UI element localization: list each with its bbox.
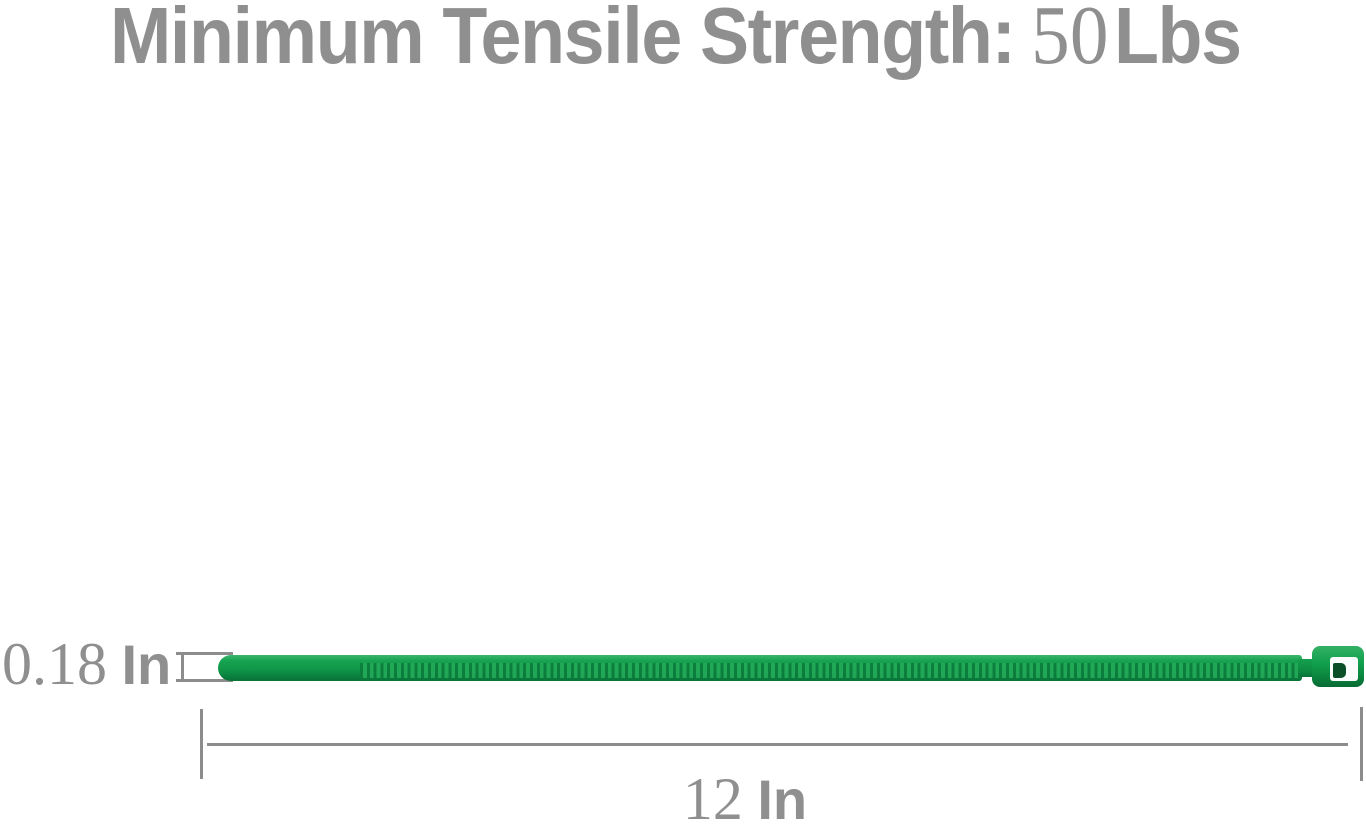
width-bracket-tick: [181, 655, 184, 679]
length-dimension-line: [207, 743, 1348, 746]
width-bracket-bottom-line: [176, 679, 233, 682]
cable-tie-locking-pawl: [1333, 663, 1346, 678]
length-value: 12: [682, 766, 743, 832]
tensile-strength-value: 50: [1031, 0, 1109, 82]
cable-tie-head-slot: [1330, 657, 1358, 681]
tensile-strength-label: Minimum Tensile Strength:: [110, 0, 1016, 80]
length-dimension-right-tick: [1360, 707, 1363, 781]
cable-tie-head: [1312, 646, 1364, 687]
width-dimension-label: 0.18 In: [2, 634, 171, 694]
width-value: 0.18: [2, 631, 107, 697]
tensile-strength-unit: Lbs: [1113, 0, 1242, 80]
width-bracket-top-line: [176, 652, 233, 655]
cable-tie-serrations: [360, 663, 1298, 678]
cable-tie-strap: [218, 655, 1302, 681]
length-dimension-label: 12 In: [595, 769, 895, 829]
length-dimension-left-tick: [200, 709, 203, 779]
width-unit: In: [121, 633, 172, 696]
product-spec-title: Minimum Tensile Strength: 50 Lbs: [110, 0, 1242, 82]
length-unit: In: [757, 768, 808, 831]
